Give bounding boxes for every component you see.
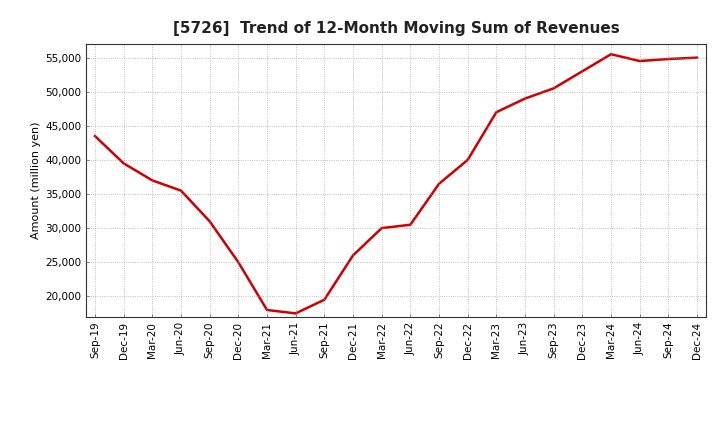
Y-axis label: Amount (million yen): Amount (million yen) [31,121,41,239]
Title: [5726]  Trend of 12-Month Moving Sum of Revenues: [5726] Trend of 12-Month Moving Sum of R… [173,21,619,36]
